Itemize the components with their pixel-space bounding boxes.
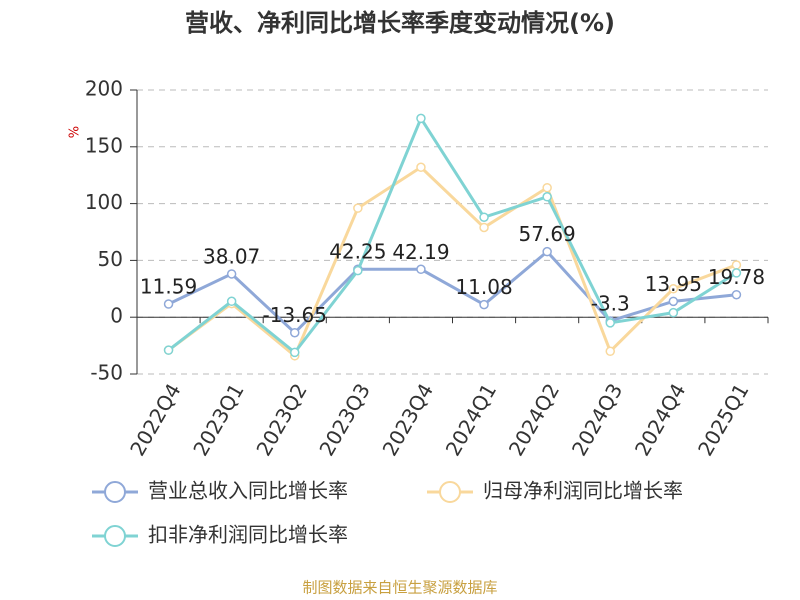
- data-point: [416, 113, 426, 124]
- legend-label: 归母净利润同比增长率: [483, 479, 683, 503]
- x-tick-label: 2024Q3: [567, 379, 627, 460]
- data-point: [290, 327, 300, 338]
- data-point: [542, 246, 552, 257]
- x-tick-label: 2024Q2: [504, 379, 564, 460]
- y-tick-label: 100: [85, 190, 123, 214]
- data-point: [731, 289, 742, 300]
- data-point: [731, 268, 742, 278]
- legend-label: 营业总收入同比增长率: [148, 479, 348, 503]
- data-point: [226, 296, 237, 307]
- legend-marker: [439, 481, 461, 503]
- data-point: [542, 192, 552, 202]
- data-point: [163, 299, 174, 309]
- legend-marker: [104, 481, 126, 503]
- series-line: [167, 249, 737, 335]
- y-tick-label: 0: [110, 304, 123, 328]
- data-point: [479, 299, 489, 310]
- data-label: -13.65: [263, 303, 327, 327]
- y-tick-label: 200: [85, 77, 123, 101]
- data-point: [668, 296, 679, 307]
- x-tick-label: 2024Q4: [630, 379, 690, 460]
- legend-marker: [104, 525, 126, 547]
- data-point: [542, 182, 552, 193]
- data-point: [163, 345, 174, 355]
- data-label: 42.25: [329, 240, 386, 264]
- data-point: [668, 307, 679, 318]
- data-label: 13.95: [645, 272, 702, 296]
- data-point: [226, 269, 237, 279]
- data-point: [353, 203, 363, 213]
- y-tick-label: 50: [98, 247, 123, 271]
- x-tick-label: 2024Q1: [441, 379, 501, 460]
- source-note: 制图数据来自恒生聚源数据库: [302, 579, 497, 597]
- data-point: [416, 264, 426, 275]
- chart-title: 营收、净利同比增长率季度变动情况(%): [185, 9, 615, 37]
- series-line: [167, 165, 737, 359]
- data-point: [416, 162, 426, 172]
- x-tick-label: 2025Q1: [693, 379, 753, 460]
- data-point: [668, 284, 679, 294]
- data-point: [290, 347, 300, 358]
- data-point: [605, 346, 615, 357]
- y-tick-label: -50: [90, 361, 123, 385]
- data-label: 11.08: [455, 275, 512, 299]
- x-tick-label: 2022Q4: [125, 379, 185, 460]
- legend-label: 扣非净利润同比增长率: [148, 523, 348, 547]
- data-label: -3.3: [591, 291, 630, 315]
- y-axis-label: %: [68, 126, 83, 138]
- data-label: 19.78: [708, 265, 765, 289]
- x-tick-label: 2023Q4: [378, 379, 438, 460]
- x-tick-label: 2023Q1: [188, 379, 248, 460]
- y-tick-label: 150: [85, 133, 123, 157]
- data-label: 42.19: [392, 240, 449, 264]
- data-point: [479, 212, 489, 222]
- x-tick-label: 2023Q2: [251, 379, 311, 460]
- data-point: [605, 318, 615, 328]
- data-label: 38.07: [203, 244, 260, 268]
- data-label: 11.59: [140, 275, 197, 299]
- data-label: 57.69: [519, 222, 576, 246]
- series-line: [167, 115, 738, 355]
- x-tick-label: 2023Q3: [314, 379, 374, 460]
- data-point: [479, 222, 489, 233]
- data-point: [353, 265, 363, 276]
